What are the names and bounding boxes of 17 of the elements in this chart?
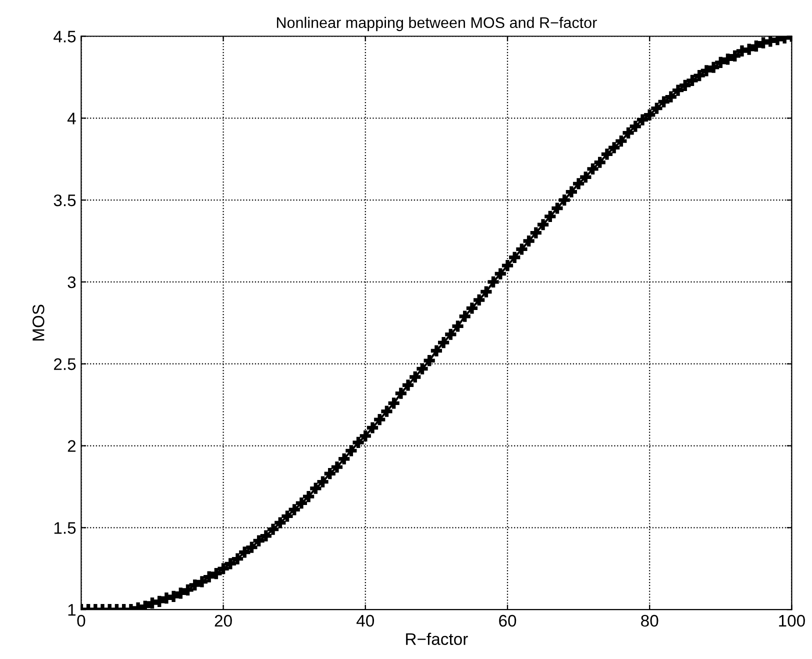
y-tick-label: 4.5 bbox=[54, 30, 76, 42]
x-tick-label: 60 bbox=[499, 614, 516, 627]
x-tick-label: 20 bbox=[214, 614, 232, 627]
y-tick-label: 4 bbox=[67, 112, 76, 124]
x-axis-title: R−factor bbox=[406, 632, 468, 645]
y-tick-label: 3 bbox=[68, 276, 76, 288]
y-tick-label: 2.5 bbox=[54, 358, 76, 370]
x-tick-label: 40 bbox=[356, 614, 374, 627]
x-tick-label: 80 bbox=[641, 614, 658, 627]
chart-title: Nonlinear mapping between MOS and R−factor bbox=[276, 16, 597, 32]
x-tick-label: 100 bbox=[779, 614, 805, 627]
y-axis-title: MOS bbox=[32, 304, 44, 341]
y-tick-label: 1 bbox=[68, 604, 76, 616]
y-tick-label: 1.5 bbox=[54, 522, 76, 534]
y-tick-label: 3.5 bbox=[54, 194, 76, 206]
x-tick-label: 0 bbox=[77, 614, 86, 627]
y-tick-label: 2 bbox=[68, 440, 76, 452]
